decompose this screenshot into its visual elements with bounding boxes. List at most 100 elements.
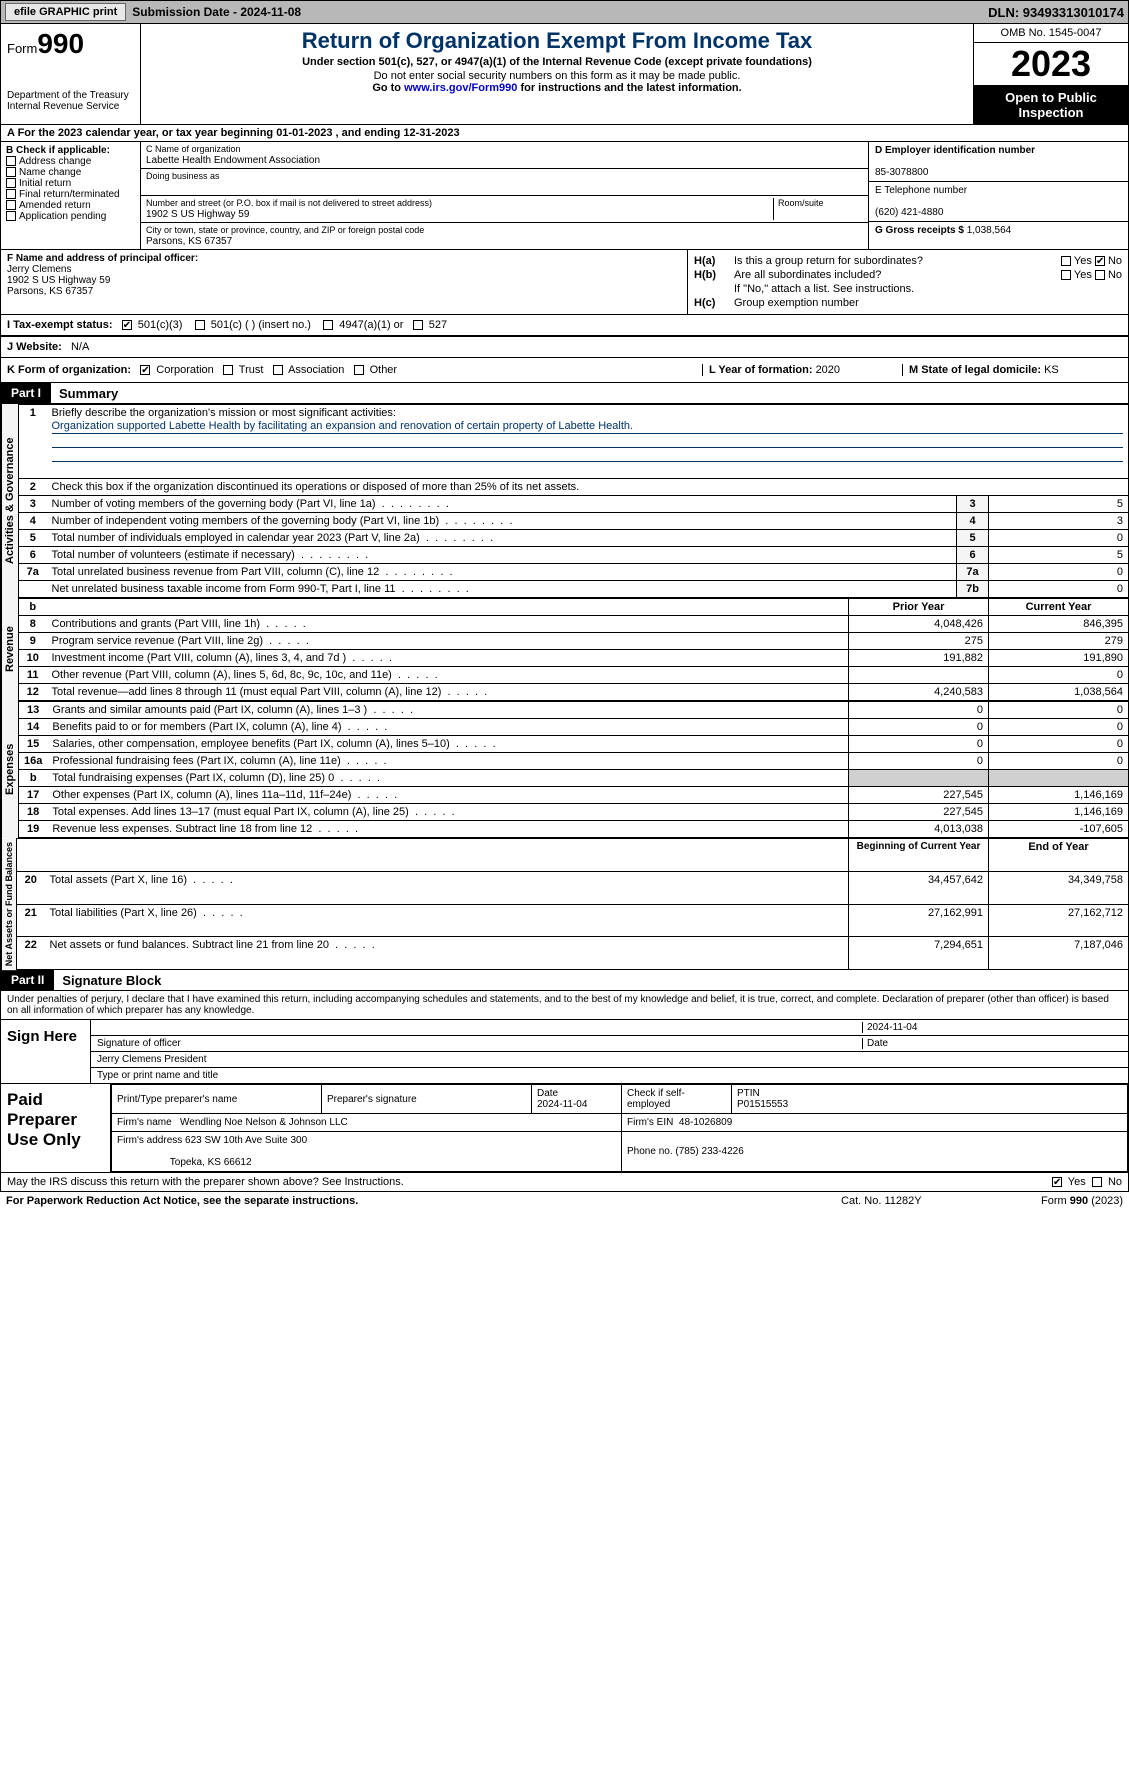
table-row: 11Other revenue (Part VIII, column (A), …	[19, 667, 1129, 684]
chk-corp[interactable]	[140, 365, 150, 375]
hdr-current: Current Year	[989, 599, 1129, 616]
dba-label: Doing business as	[146, 171, 220, 181]
subtitle-2: Do not enter social security numbers on …	[149, 70, 965, 82]
summary-revenue: Revenue bPrior YearCurrent Year 8Contrib…	[0, 598, 1129, 701]
room-label: Room/suite	[778, 198, 824, 208]
pp-self-employed: Check if self-employed	[622, 1085, 732, 1114]
table-row: 14Benefits paid to or for members (Part …	[19, 719, 1129, 736]
efile-print-button[interactable]: efile GRAPHIC print	[5, 3, 126, 21]
officer-addr2: Parsons, KS 67357	[7, 286, 93, 297]
officer-label: F Name and address of principal officer:	[7, 253, 198, 264]
table-row: 5Total number of individuals employed in…	[19, 530, 1129, 547]
table-row: 17Other expenses (Part IX, column (A), l…	[19, 787, 1129, 804]
sig-date: 2024-11-04	[862, 1022, 1122, 1033]
goto-line: Go to www.irs.gov/Form990 for instructio…	[149, 82, 965, 94]
table-row: 21Total liabilities (Part X, line 26) . …	[17, 904, 1129, 937]
vert-governance: Activities & Governance	[1, 404, 18, 598]
chk-501c[interactable]	[195, 320, 205, 330]
row-fh: F Name and address of principal officer:…	[0, 250, 1129, 315]
dept-treasury: Department of the Treasury Internal Reve…	[7, 90, 134, 112]
table-row: 3Number of voting members of the governi…	[19, 496, 1129, 513]
officer-addr1: 1902 S US Highway 59	[7, 275, 110, 286]
table-row: 9Program service revenue (Part VIII, lin…	[19, 633, 1129, 650]
hdr-prior: Prior Year	[849, 599, 989, 616]
table-row: 15Salaries, other compensation, employee…	[19, 736, 1129, 753]
gross-label: G Gross receipts $	[875, 225, 967, 236]
ein-value: 85-3078800	[875, 167, 928, 178]
vert-netassets: Net Assets or Fund Balances	[1, 838, 16, 970]
firm-phone: (785) 233-4226	[675, 1146, 743, 1157]
ha-no[interactable]	[1095, 256, 1105, 266]
table-row: bTotal fundraising expenses (Part IX, co…	[19, 770, 1129, 787]
ha-yes[interactable]	[1061, 256, 1071, 266]
hb-note: If "No," attach a list. See instructions…	[734, 283, 1122, 295]
chk-501c3[interactable]	[122, 320, 132, 330]
part1-header: Part ISummary	[0, 383, 1129, 404]
chk-4947[interactable]	[323, 320, 333, 330]
chk-name-change[interactable]	[6, 167, 16, 177]
table-row: Net unrelated business taxable income fr…	[19, 581, 1129, 598]
chk-app-pending[interactable]	[6, 211, 16, 221]
table-row: 6Total number of volunteers (estimate if…	[19, 547, 1129, 564]
topbar: efile GRAPHIC print Submission Date - 20…	[0, 0, 1129, 24]
cat-no: Cat. No. 11282Y	[841, 1195, 1041, 1207]
form-number: Form990	[7, 28, 134, 60]
firm-addr1: 623 SW 10th Ave Suite 300	[185, 1135, 307, 1146]
chk-amended[interactable]	[6, 200, 16, 210]
date-label: Date	[862, 1038, 1122, 1049]
chk-assoc[interactable]	[273, 365, 283, 375]
hb-yes[interactable]	[1061, 270, 1071, 280]
pt-name-label: Print/Type preparer's name	[112, 1085, 322, 1114]
gross-value: 1,038,564	[967, 225, 1012, 236]
chk-527[interactable]	[413, 320, 423, 330]
chk-address-change[interactable]	[6, 156, 16, 166]
paperwork-footer: For Paperwork Reduction Act Notice, see …	[0, 1192, 1129, 1210]
table-row: 8Contributions and grants (Part VIII, li…	[19, 616, 1129, 633]
vert-revenue: Revenue	[1, 598, 18, 701]
discuss-yes[interactable]	[1052, 1177, 1062, 1187]
org-name-label: C Name of organization	[146, 144, 241, 154]
addr-label: Number and street (or P.O. box if mail i…	[146, 198, 432, 208]
tel-label: E Telephone number	[875, 185, 967, 196]
table-row: 16aProfessional fundraising fees (Part I…	[19, 753, 1129, 770]
org-address: 1902 S US Highway 59	[146, 209, 249, 220]
summary-netassets: Net Assets or Fund Balances Beginning of…	[0, 838, 1129, 970]
dln: DLN: 93493313010174	[988, 5, 1124, 20]
section-bcd: B Check if applicable: Address change Na…	[0, 142, 1129, 250]
table-row: 7aTotal unrelated business revenue from …	[19, 564, 1129, 581]
irs-link[interactable]: www.irs.gov/Form990	[404, 82, 517, 94]
vert-expenses: Expenses	[1, 701, 18, 838]
hb-no[interactable]	[1095, 270, 1105, 280]
row-a-tax-year: A For the 2023 calendar year, or tax yea…	[0, 125, 1129, 142]
table-row: 4Number of independent voting members of…	[19, 513, 1129, 530]
state-domicile: KS	[1044, 364, 1059, 376]
col-d-ein: D Employer identification number85-30788…	[868, 142, 1128, 249]
pp-date: 2024-11-04	[537, 1099, 587, 1110]
open-inspection: Open to Public Inspection	[974, 86, 1128, 124]
row-j-website: J Website: N/A	[0, 337, 1129, 358]
chk-other[interactable]	[354, 365, 364, 375]
mission-text: Organization supported Labette Health by…	[52, 419, 1124, 434]
firm-addr2: Topeka, KS 66612	[170, 1157, 252, 1168]
part2-header: Part IISignature Block	[0, 970, 1129, 991]
sig-officer-label: Signature of officer	[97, 1038, 862, 1049]
officer-signed: Jerry Clemens President	[97, 1054, 206, 1065]
paid-preparer-label: Paid Preparer Use Only	[1, 1084, 111, 1172]
table-row: 20Total assets (Part X, line 16) . . . .…	[17, 871, 1129, 904]
hdr-beginning: Beginning of Current Year	[849, 839, 989, 872]
chk-trust[interactable]	[223, 365, 233, 375]
year-formation: 2020	[816, 364, 840, 376]
chk-initial-return[interactable]	[6, 178, 16, 188]
chk-final-return[interactable]	[6, 189, 16, 199]
table-row: 13Grants and similar amounts paid (Part …	[19, 702, 1129, 719]
table-row: 12Total revenue—add lines 8 through 11 (…	[19, 684, 1129, 701]
summary-governance: Activities & Governance 1 Briefly descri…	[0, 404, 1129, 598]
discuss-no[interactable]	[1092, 1177, 1102, 1187]
table-row: 19Revenue less expenses. Subtract line 1…	[19, 821, 1129, 838]
tel-value: (620) 421-4880	[875, 207, 943, 218]
ptin: P01515553	[737, 1099, 788, 1110]
subtitle-1: Under section 501(c), 527, or 4947(a)(1)…	[149, 56, 965, 68]
sign-here-label: Sign Here	[1, 1020, 91, 1083]
table-row: 18Total expenses. Add lines 13–17 (must …	[19, 804, 1129, 821]
omb-number: OMB No. 1545-0047	[974, 24, 1128, 43]
